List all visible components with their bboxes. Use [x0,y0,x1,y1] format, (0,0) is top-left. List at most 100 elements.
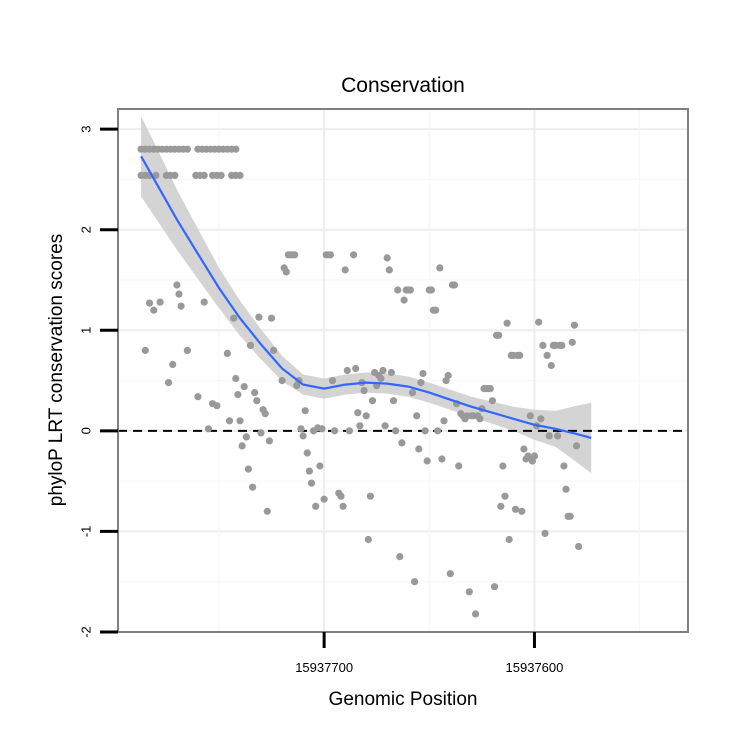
data-point [360,387,368,395]
y-axis-label: phyloP LRT conservation scores [46,234,67,507]
panel-border [117,108,689,633]
data-point [495,331,503,339]
data-point [200,298,208,306]
data-point [177,302,185,310]
y-tick-label: 3 [79,125,94,132]
data-point [318,425,326,433]
data-point [368,397,377,405]
data-point [406,286,414,294]
data-point [566,512,574,520]
data-point [217,171,225,179]
data-point [301,407,309,415]
smooth-line-layer [140,155,592,439]
data-point [303,449,311,457]
data-point [240,383,248,391]
data-point [455,462,463,470]
data-point [173,281,181,289]
data-point [263,507,271,515]
data-point [246,341,255,349]
data-point [560,462,568,470]
data-point [343,366,351,375]
data-point [450,281,459,289]
data-point [486,385,494,393]
data-point [554,432,562,440]
data-point [253,397,261,405]
data-point [398,439,406,447]
data-point [156,298,164,306]
data-point [238,442,246,450]
data-point [232,374,240,383]
data-point [312,502,320,510]
data-point [472,610,480,618]
data-point [145,299,154,307]
data-point [465,588,473,596]
data-point [282,268,290,276]
points-layer [137,145,583,618]
data-point [204,425,212,433]
data-point [337,492,345,500]
data-point [392,427,400,435]
data-point [490,583,499,591]
data-point [265,437,273,445]
data-point [236,417,244,425]
data-point [291,251,299,259]
data-point [316,462,324,470]
data-point [417,379,425,387]
data-point [299,432,307,440]
data-point [394,286,402,294]
data-point [543,351,551,359]
data-point [377,374,385,383]
data-point [385,266,393,274]
data-point [356,422,364,430]
data-point [326,251,334,259]
grid-layer [118,109,688,633]
y-tick-label: -1 [79,526,94,538]
confidence-ribbon [141,116,592,474]
data-point [305,467,313,475]
data-point [547,361,555,370]
data-point [242,433,250,441]
x-tick-label: 15937700 [295,660,353,675]
data-point [331,427,339,435]
data-point [141,346,149,354]
data-point [501,492,509,500]
data-point [572,442,581,450]
data-point [169,360,177,369]
data-point [244,465,252,473]
x-axis-label: Genomic Position [329,689,478,710]
data-point [562,485,570,493]
data-point [438,455,446,463]
data-point [541,529,549,538]
data-point [389,397,398,405]
y-tick-label: -2 [79,626,94,638]
data-point [446,570,454,578]
data-point [383,254,391,262]
data-point [421,427,429,435]
data-point [183,346,191,354]
data-point [537,415,545,423]
data-point [352,364,360,373]
data-point [427,286,435,294]
data-point [511,505,520,513]
y-tick-label: 0 [79,427,94,434]
data-point [200,171,208,179]
data-point [150,306,158,314]
data-point [568,338,576,346]
data-point [575,542,583,551]
data-point [307,479,316,487]
data-point [434,427,442,435]
data-point [476,415,484,423]
data-point [366,492,374,500]
x-axis-ticks: 15937700 15937600 [295,632,563,675]
data-point [570,321,579,329]
data-point [505,535,513,544]
data-point [213,402,221,410]
y-tick-label: 2 [78,226,93,233]
data-point [164,379,173,387]
y-axis-ticks: -2 -1 0 1 2 3 [78,125,118,638]
data-point [423,457,431,465]
data-point [257,429,265,437]
data-point [444,371,452,380]
data-point [539,341,547,349]
data-point [518,507,526,515]
